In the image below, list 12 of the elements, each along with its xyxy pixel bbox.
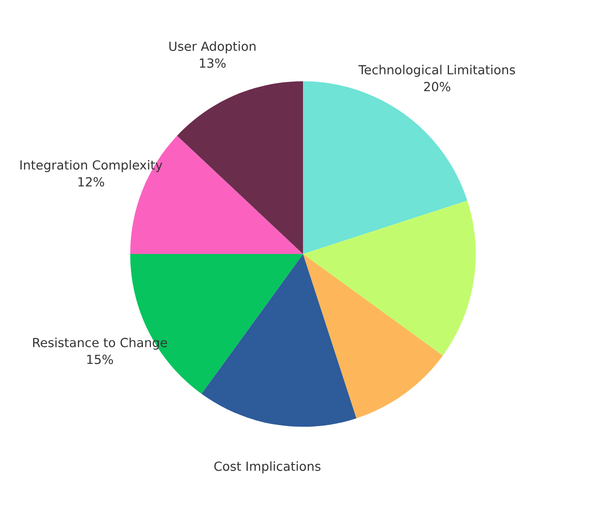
data-label: 15%	[87, 354, 113, 364]
pie-slice	[303, 200, 476, 356]
slice-label: User Adoption	[169, 41, 256, 54]
slice-label: Cost Implications	[214, 461, 320, 474]
slice-label: Technological Limitations	[358, 64, 516, 77]
pie-slice	[177, 81, 303, 254]
pie-slice	[303, 81, 468, 254]
pie-slice	[201, 254, 356, 427]
data-label: 13%	[200, 58, 226, 68]
pie-slice	[303, 254, 443, 418]
data-label: 20%	[424, 82, 450, 92]
data-label: 12%	[78, 177, 104, 187]
